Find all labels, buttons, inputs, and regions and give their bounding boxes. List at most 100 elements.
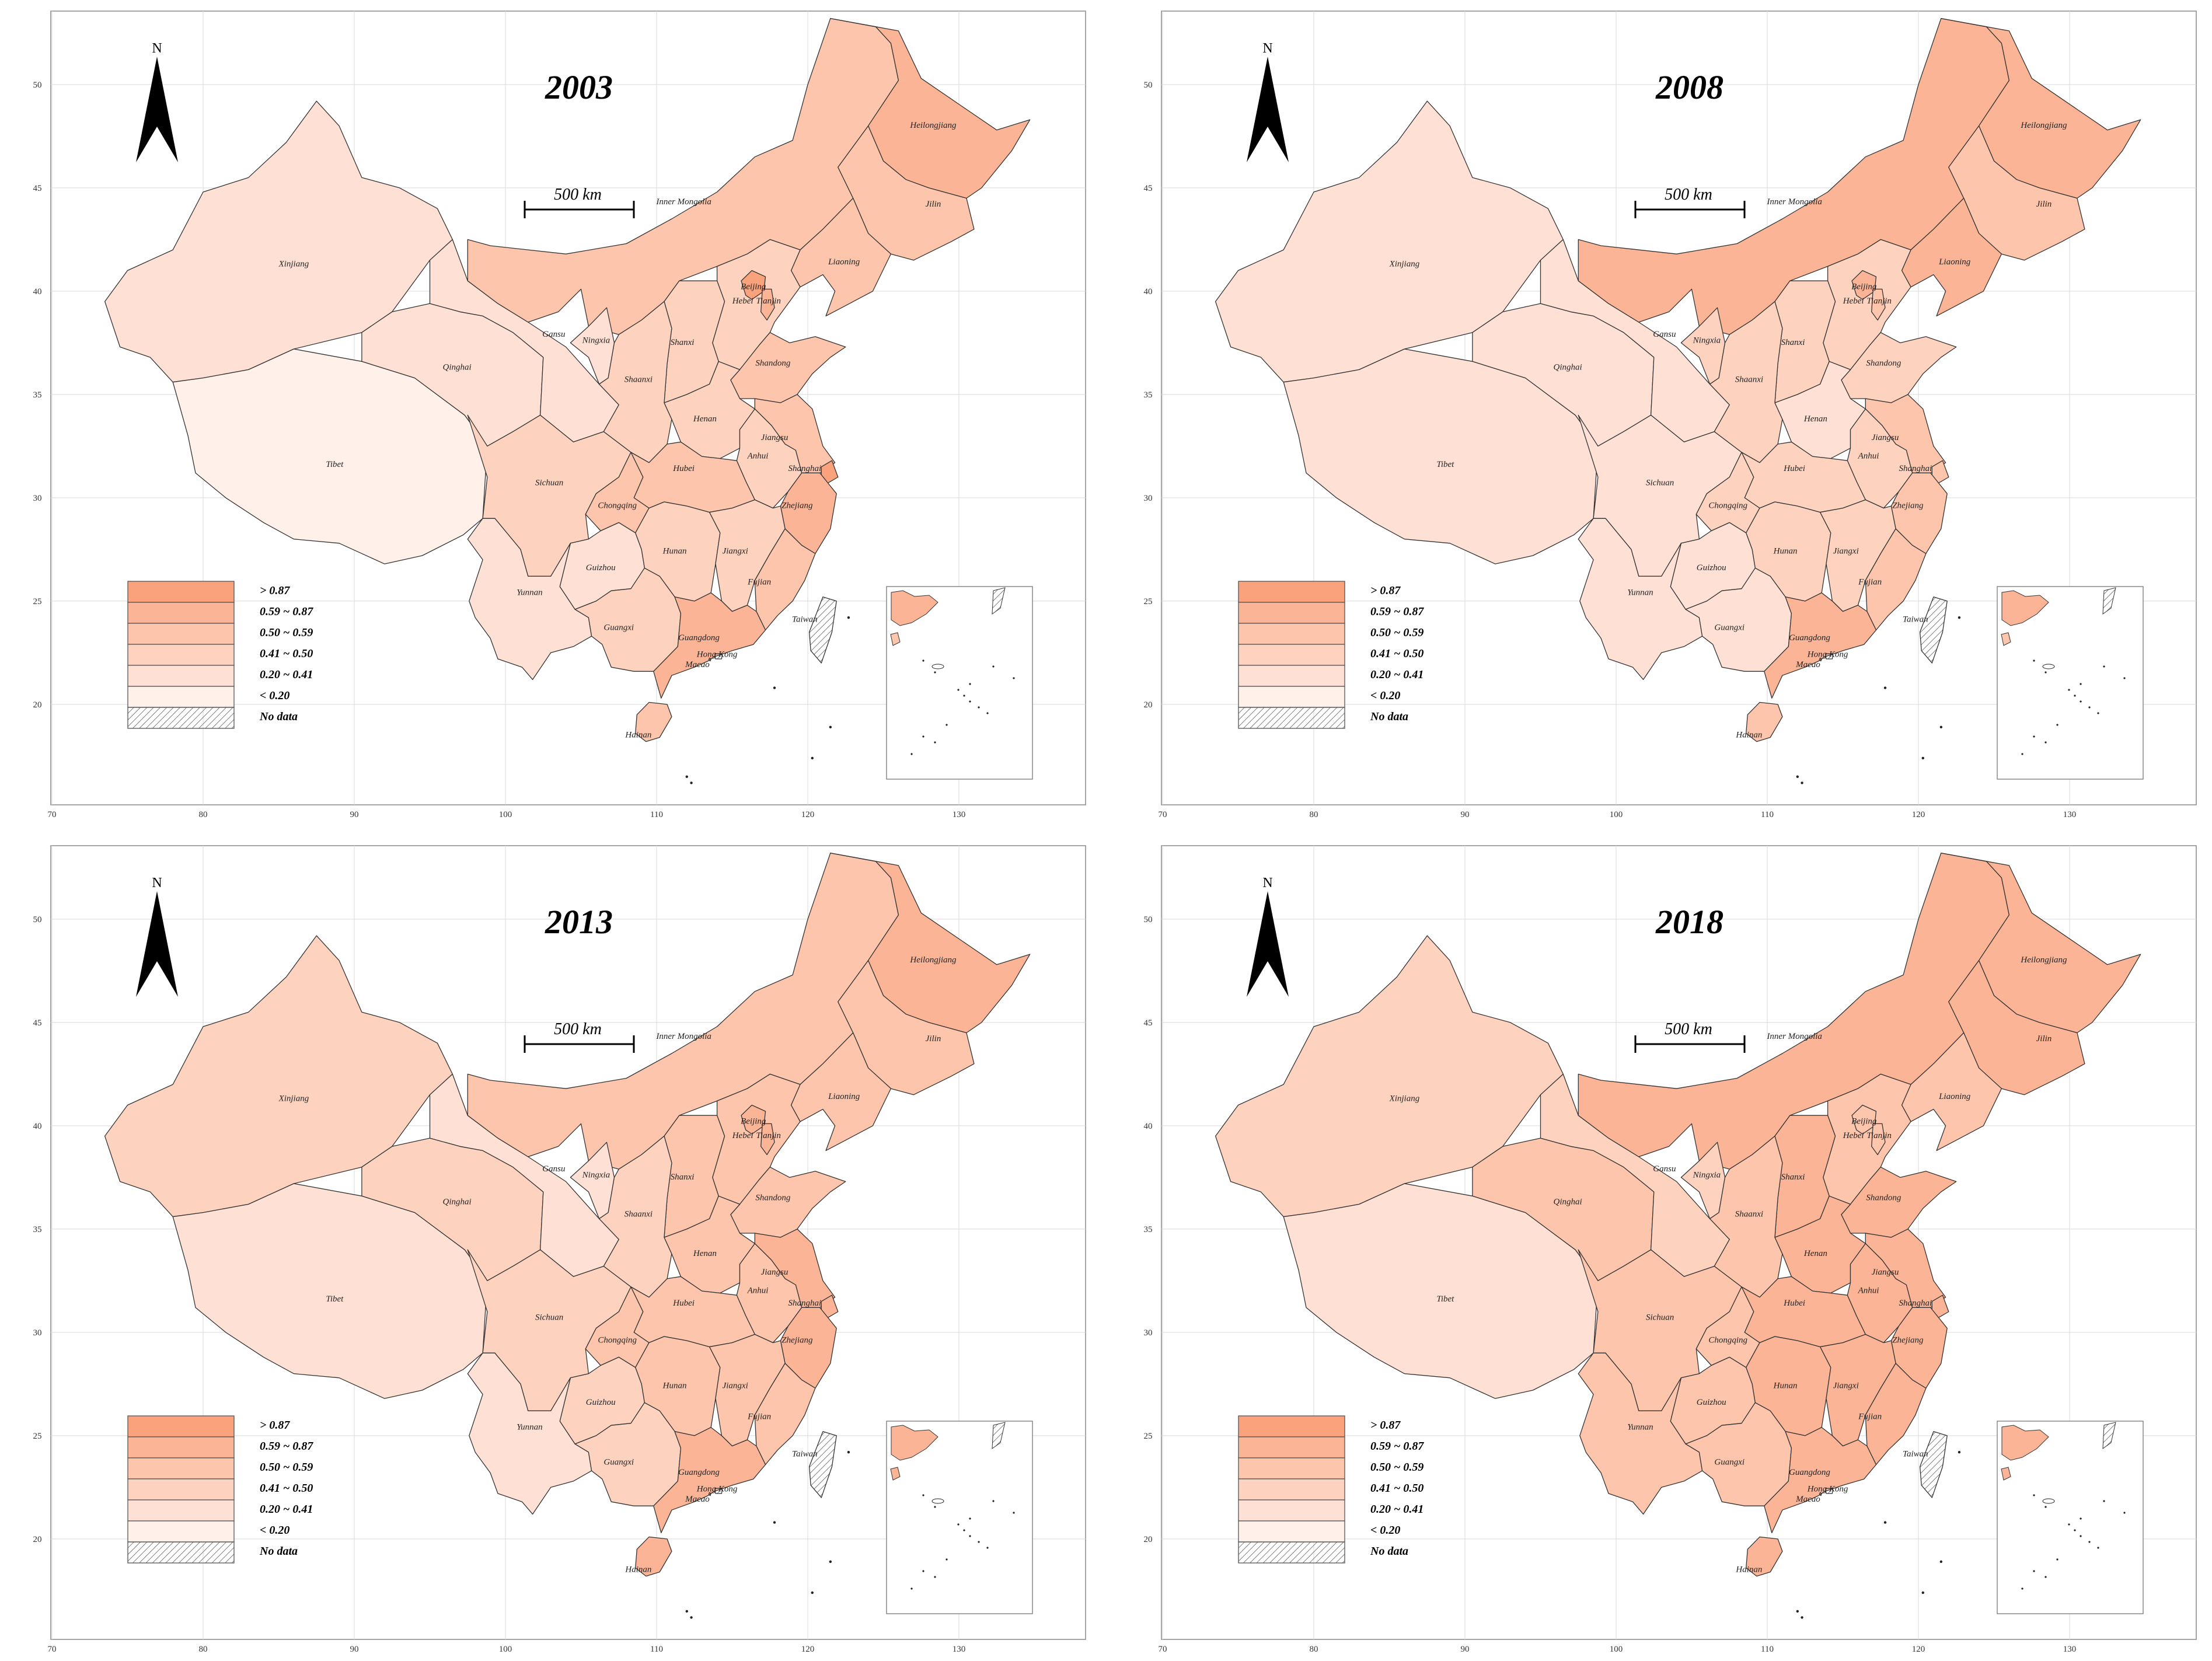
province-label-hubei: Hubei (1783, 1299, 1805, 1308)
province-label-sichuan: Sichuan (535, 1313, 563, 1322)
legend-swatch (127, 602, 235, 624)
legend-label: 0.50 ~ 0.59 (1370, 1461, 1424, 1474)
province-label-ningxia: Ningxia (1693, 336, 1721, 345)
x-tick-label: 80 (199, 1645, 208, 1654)
island-dot (690, 781, 693, 784)
province-label-hunan: Hunan (662, 546, 687, 556)
legend-swatch (127, 1499, 235, 1522)
legend: > 0.87 0.59 ~ 0.87 0.50 ~ 0.59 0.41 ~ 0.50 0… (127, 581, 313, 729)
province-hongkong (1825, 653, 1834, 659)
legend-label: 0.20 ~ 0.41 (1370, 668, 1424, 681)
province-label-liaoning: Liaoning (828, 257, 860, 267)
x-tick-label: 100 (1610, 1645, 1623, 1654)
province-label-shanxi: Shanxi (671, 1173, 695, 1182)
province-label-guangdong: Guangdong (678, 1468, 720, 1477)
map-year-title: 2008 (1655, 68, 1723, 106)
x-tick-label: 70 (48, 1645, 57, 1654)
legend-label: 0.59 ~ 0.87 (260, 605, 313, 618)
island-dot (1939, 725, 1943, 729)
south-china-sea-inset (1997, 586, 2144, 780)
province-label-jiangsu: Jiangsu (761, 1268, 788, 1277)
province-shandong (1841, 1167, 1957, 1238)
province-label-henan: Henan (1803, 1249, 1827, 1258)
legend-label: > 0.87 (1370, 584, 1401, 597)
y-tick-label: 50 (33, 81, 42, 90)
province-label-liaoning: Liaoning (828, 1092, 860, 1101)
province-label-tibet: Tibet (1436, 1294, 1454, 1304)
x-tick-label: 110 (650, 810, 663, 819)
island-dot (1801, 781, 1803, 784)
province-label-qinghai: Qinghai (1554, 362, 1582, 372)
legend-label: 0.50 ~ 0.59 (1370, 626, 1424, 639)
province-label-chongqing: Chongqing (598, 1336, 637, 1345)
province-label-liaoning: Liaoning (1938, 257, 1971, 267)
island-dot (1958, 616, 1961, 619)
province-guangdong (1764, 1427, 1877, 1533)
province-label-hubei: Hubei (1783, 464, 1805, 473)
legend-label: 0.41 ~ 0.50 (260, 647, 313, 660)
province-label-ningxia: Ningxia (582, 336, 610, 345)
island-dot (690, 1616, 693, 1619)
map-year-title: 2003 (545, 68, 613, 106)
y-tick-label: 30 (1144, 494, 1153, 503)
province-label-jilin: Jilin (926, 1034, 941, 1044)
province-label-xinjiang: Xinjiang (1389, 259, 1420, 268)
province-label-shandong: Shandong (1866, 358, 1902, 368)
province-shandong (730, 332, 846, 403)
y-tick-label: 50 (33, 915, 42, 924)
province-label-guangdong: Guangdong (678, 633, 720, 643)
island-dot (1801, 1616, 1803, 1619)
province-label-hongkong: Hong Kong (1807, 1484, 1848, 1493)
legend-swatch (127, 1520, 235, 1543)
province-macao (1819, 1492, 1822, 1496)
province-tibet (1283, 1183, 1599, 1399)
legend-swatch (1238, 1499, 1345, 1522)
province-label-tianjin: Tianjin (1866, 1131, 1892, 1140)
y-tick-label: 40 (33, 1122, 42, 1131)
legend-label: < 0.20 (1370, 689, 1400, 702)
island-dot (1883, 686, 1887, 689)
province-label-hubei: Hubei (672, 464, 695, 473)
island-dot (685, 775, 689, 779)
province-label-guangdong: Guangdong (1789, 1468, 1830, 1477)
legend-label: No data (1370, 710, 1408, 723)
y-tick-label: 40 (33, 287, 42, 296)
north-label: N (152, 41, 162, 56)
legend-swatch (127, 686, 235, 708)
north-arrow-icon (136, 891, 178, 997)
x-tick-label: 90 (350, 810, 359, 819)
map-svg: 70 80 90 100 110 120 130 50 45 40 35 30 25 20 Xinjiang… (33, 845, 1086, 1654)
legend-label: < 0.20 (260, 1524, 289, 1537)
scale-label: 500 km (554, 1020, 602, 1038)
x-tick-label: 80 (199, 810, 208, 819)
scale-label: 500 km (554, 186, 602, 204)
legend: > 0.87 0.59 ~ 0.87 0.50 ~ 0.59 0.41 ~ 0.50 0… (1238, 581, 1424, 729)
province-label-anhui: Anhui (747, 452, 769, 461)
legend-label: 0.59 ~ 0.87 (1370, 605, 1424, 618)
province-label-shaanxi: Shaanxi (624, 375, 653, 385)
province-hainan (1746, 1536, 1783, 1577)
legend-swatch (1238, 644, 1345, 666)
island-dot (1796, 1610, 1799, 1613)
province-label-gansu: Gansu (542, 1164, 565, 1174)
province-label-zhejiang: Zhejiang (781, 501, 813, 511)
y-tick-label: 40 (1144, 1122, 1153, 1131)
x-tick-label: 70 (1159, 810, 1167, 819)
province-label-taiwan: Taiwan (792, 1449, 818, 1458)
province-label-jiangxi: Jiangxi (723, 546, 748, 556)
province-label-yunnan: Yunnan (517, 588, 542, 597)
province-label-shaanxi: Shaanxi (1735, 1210, 1763, 1219)
province-label-zhejiang: Zhejiang (1892, 1336, 1924, 1345)
province-label-hubei: Hubei (672, 1299, 695, 1308)
y-tick-label: 35 (33, 1225, 42, 1234)
y-tick-label: 20 (1144, 1535, 1153, 1544)
legend-label: 0.59 ~ 0.87 (1370, 1440, 1424, 1453)
legend-label: 0.20 ~ 0.41 (260, 1503, 313, 1516)
province-label-shanghai: Shanghai (1899, 1299, 1932, 1308)
province-label-zhejiang: Zhejiang (781, 1336, 813, 1345)
province-label-guangxi: Guangxi (603, 623, 634, 632)
province-label-hainan: Hainan (624, 731, 651, 740)
map-panel-2003: 70 80 90 100 110 120 130 50 45 40 35 30 25 20 Xinjiang… (1, 1, 1102, 826)
legend-swatch (127, 1457, 235, 1479)
scale-bar (524, 1035, 635, 1053)
